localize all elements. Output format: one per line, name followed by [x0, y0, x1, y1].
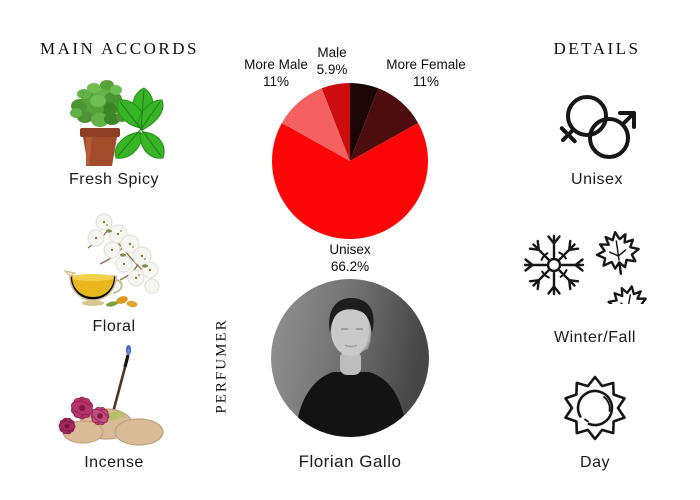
- detail-label-season: Winter/Fall: [554, 329, 636, 346]
- snowflake: [523, 234, 585, 296]
- male-circle: [588, 117, 630, 159]
- mint-veins: [117, 89, 162, 157]
- maple-leaf: [598, 276, 659, 304]
- orchid-flowers: [58, 396, 110, 435]
- pie-slice-4: [321, 83, 350, 161]
- pie-slice-0: [350, 83, 379, 161]
- pie-slice-3: [281, 88, 350, 161]
- blossoms: [87, 213, 160, 294]
- perfumer-section-label: PERFUMER: [213, 318, 230, 414]
- sweater: [295, 372, 407, 437]
- main-accords-heading: MAIN ACCORDS: [40, 39, 199, 58]
- female-circle: [566, 95, 608, 137]
- floral-image: [63, 213, 160, 308]
- accord-label-fresh-spicy: Fresh Spicy: [69, 171, 159, 188]
- neck: [340, 351, 361, 375]
- pie-slice-2: [272, 122, 429, 240]
- pie-slice-1: [350, 88, 419, 161]
- green-bits: [106, 229, 148, 268]
- details-heading: DETAILS: [553, 39, 641, 58]
- detail-label-time: Day: [580, 454, 610, 471]
- mint-sprig: [114, 87, 165, 159]
- perfumer-photo: [271, 279, 429, 437]
- pie-label-more-male: More Male 11%: [244, 57, 308, 90]
- maple-leaf: [595, 231, 640, 275]
- gender-unisex-icon: [559, 95, 636, 159]
- accord-label-floral: Floral: [92, 318, 136, 335]
- detail-label-gender: Unisex: [571, 171, 623, 188]
- blossom-centers: [94, 220, 152, 280]
- perfumer-name: Florian Gallo: [298, 452, 402, 471]
- gender-pie-chart: [272, 83, 429, 240]
- incense-image: [58, 345, 164, 446]
- pie-label-more-female: More Female 11%: [386, 57, 466, 90]
- oil-pitcher: [63, 270, 138, 308]
- face: [331, 306, 371, 356]
- accord-label-incense: Incense: [84, 454, 144, 471]
- sun-icon: [564, 375, 626, 441]
- pie-label-male: Male 5.9%: [316, 45, 348, 78]
- hair: [329, 298, 374, 333]
- fresh-spicy-image: [70, 80, 165, 166]
- pie-label-unisex: Unisex 66.2%: [329, 242, 371, 275]
- herb-bush: [70, 80, 128, 127]
- snowflake-and-maple-leaves-icon: [523, 231, 659, 304]
